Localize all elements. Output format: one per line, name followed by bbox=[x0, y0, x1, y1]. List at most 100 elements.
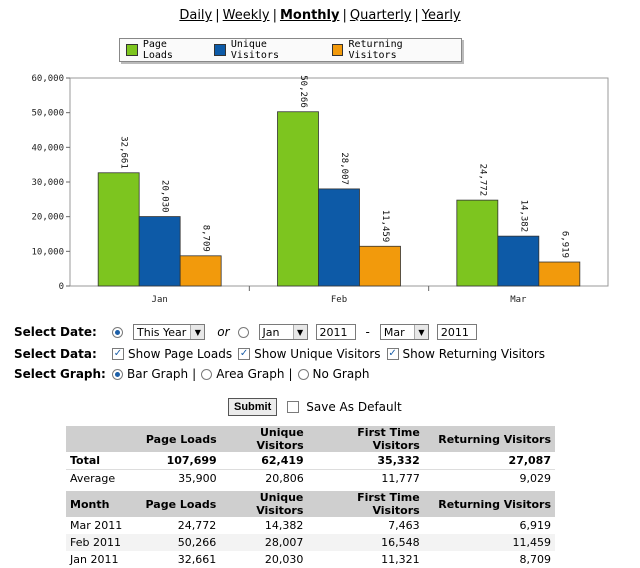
period-monthly-link[interactable]: Monthly bbox=[279, 8, 340, 23]
legend-returning-visitors: Returning Visitors bbox=[331, 39, 455, 61]
to-month-value: Mar bbox=[383, 325, 405, 339]
chevron-down-icon: ▼ bbox=[190, 325, 205, 339]
period-weekly-link[interactable]: Weekly bbox=[222, 8, 270, 23]
legend-label: Returning Visitors bbox=[348, 39, 403, 61]
y-tick-label: 30,000 bbox=[31, 178, 64, 188]
period-quarterly-link[interactable]: Quarterly bbox=[349, 8, 412, 23]
bar-page-loads bbox=[97, 172, 140, 287]
no-graph-label: No Graph bbox=[312, 367, 370, 381]
x-tick-label: Mar bbox=[510, 295, 527, 305]
legend-label: Unique Visitors bbox=[230, 39, 279, 61]
bar-page-loads bbox=[277, 111, 319, 287]
area-graph-radio[interactable] bbox=[201, 368, 213, 380]
monthly-header: Month bbox=[66, 491, 134, 517]
table-cell: 14,382 bbox=[264, 519, 304, 532]
bar-returning-visitors bbox=[179, 255, 222, 287]
submit-button[interactable]: Submit bbox=[228, 398, 278, 416]
bar-unique-visitors bbox=[138, 216, 181, 287]
bar-unique-visitors bbox=[318, 188, 360, 287]
returning-visitors-check-label: Show Returning Visitors bbox=[402, 347, 546, 361]
y-tick-label: 40,000 bbox=[31, 143, 64, 153]
from-month-value: Jan bbox=[262, 325, 280, 339]
bar-unique-visitors bbox=[497, 235, 540, 287]
table-cell: 11,459 bbox=[423, 534, 555, 551]
x-tick-label: Feb bbox=[331, 295, 347, 305]
select-graph-label: Select Graph: bbox=[14, 367, 106, 381]
table-cell: 11,777 bbox=[381, 472, 420, 485]
bar-value-label: 50,266 bbox=[298, 75, 308, 108]
monthly-header: Returning Visitors bbox=[423, 491, 555, 517]
table-cell: 62,419 bbox=[220, 452, 308, 470]
page-loads-checkbox[interactable]: ✓ bbox=[112, 348, 124, 360]
bar-value-label: 14,382 bbox=[518, 200, 528, 233]
table-row: Average 35,900 20,806 11,777 9,029 bbox=[66, 470, 555, 488]
to-month-select[interactable]: Mar ▼ bbox=[379, 324, 429, 340]
y-tick-label: 0 bbox=[59, 282, 64, 292]
unique-visitors-check-label: Show Unique Visitors bbox=[254, 347, 381, 361]
chevron-down-icon: ▼ bbox=[292, 325, 307, 339]
bar-graph-radio[interactable] bbox=[112, 368, 123, 380]
legend-swatch-page-loads bbox=[126, 44, 138, 56]
graph-separator: | bbox=[192, 367, 197, 381]
table-row: Total 107,699 62,419 35,332 27,087 bbox=[66, 452, 555, 470]
to-year-input[interactable]: 2011 bbox=[436, 324, 477, 340]
graph-separator: | bbox=[288, 367, 293, 381]
summary-table: Page Loads Unique Visitors First Time Vi… bbox=[66, 426, 555, 487]
bar-value-label: 11,459 bbox=[380, 210, 390, 243]
period-preset-radio[interactable] bbox=[112, 326, 123, 338]
summary-header: First Time Visitors bbox=[307, 426, 424, 452]
period-preset-select[interactable]: This Year ▼ bbox=[133, 324, 206, 340]
chevron-down-icon: ▼ bbox=[413, 325, 428, 339]
table-cell: Feb 2011 bbox=[66, 534, 134, 551]
table-cell: 35,332 bbox=[307, 452, 424, 470]
monthly-header: Unique Visitors bbox=[220, 491, 308, 517]
table-cell: 6,919 bbox=[519, 519, 552, 532]
bar-returning-visitors bbox=[538, 261, 581, 287]
submit-row: Submit Save As Default bbox=[228, 398, 402, 416]
page-loads-check-label: Show Page Loads bbox=[128, 347, 233, 361]
x-tick-label: Jan bbox=[152, 295, 168, 305]
chart-legend: Page Loads Unique Visitors Returning Vis… bbox=[119, 38, 462, 62]
select-date-label: Select Date: bbox=[14, 325, 97, 339]
bar-page-loads bbox=[456, 199, 499, 287]
period-daily-link[interactable]: Daily bbox=[179, 8, 213, 23]
table-cell: 20,806 bbox=[265, 472, 304, 485]
custom-range-radio[interactable] bbox=[237, 326, 249, 338]
legend-swatch-unique-visitors bbox=[214, 44, 226, 56]
nav-separator: | bbox=[414, 8, 419, 23]
bar-value-label: 28,007 bbox=[339, 152, 349, 185]
y-tick-label: 50,000 bbox=[31, 109, 64, 119]
area-graph-label: Area Graph bbox=[216, 367, 285, 381]
monthly-header: First Time Visitors bbox=[307, 491, 424, 517]
period-yearly-link[interactable]: Yearly bbox=[421, 8, 461, 23]
monthly-header: Page Loads bbox=[133, 491, 221, 517]
legend-page-loads: Page Loads bbox=[126, 39, 202, 61]
range-dash: - bbox=[365, 325, 370, 339]
no-graph-radio[interactable] bbox=[297, 368, 309, 380]
save-default-label: Save As Default bbox=[306, 400, 402, 414]
save-default-checkbox[interactable] bbox=[287, 401, 300, 413]
table-row: Mar 2011 24,772 14,382 7,463 6,919 bbox=[66, 517, 555, 534]
summary-header: Unique Visitors bbox=[220, 426, 308, 452]
from-month-select[interactable]: Jan ▼ bbox=[258, 324, 308, 340]
table-cell: Total bbox=[66, 452, 134, 470]
summary-header bbox=[66, 426, 134, 452]
table-row: Feb 2011 50,266 28,007 16,548 11,459 bbox=[66, 534, 555, 551]
visits-bar-chart: 0 10,000 20,000 30,000 40,000 50,000 60,000 32,… bbox=[31, 74, 609, 305]
nav-separator: | bbox=[342, 8, 347, 23]
or-label: or bbox=[217, 325, 230, 339]
unique-visitors-checkbox[interactable]: ✓ bbox=[238, 348, 251, 360]
returning-visitors-checkbox[interactable]: ✓ bbox=[386, 348, 399, 360]
table-cell: Mar 2011 bbox=[70, 519, 123, 532]
monthly-table: Month Page Loads Unique Visitors First T… bbox=[66, 491, 555, 568]
y-tick-label: 10,000 bbox=[31, 247, 64, 257]
summary-header: Returning Visitors bbox=[423, 426, 555, 452]
nav-separator: | bbox=[215, 8, 220, 23]
summary-header: Page Loads bbox=[133, 426, 221, 452]
nav-separator: | bbox=[272, 8, 277, 23]
table-cell: 9,029 bbox=[519, 472, 552, 485]
period-nav: Daily | Weekly | Monthly | Quarterly | Yearly bbox=[0, 8, 640, 23]
from-year-input[interactable]: 2011 bbox=[315, 324, 356, 340]
legend-unique-visitors: Unique Visitors bbox=[214, 39, 320, 61]
bar-value-label: 6,919 bbox=[559, 231, 569, 258]
